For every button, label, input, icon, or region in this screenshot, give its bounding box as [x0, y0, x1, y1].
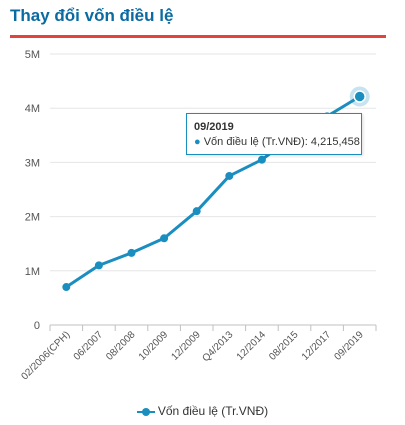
y-tick-label: 2M [25, 212, 40, 224]
x-tick-label: Q4/2013 [201, 329, 236, 364]
data-point [160, 234, 169, 243]
tooltip-series-label: Vốn điều lệ (Tr.VNĐ): [203, 136, 308, 148]
title-divider [10, 35, 386, 38]
tooltip-bullet: ● [194, 136, 201, 148]
tooltip-date: 09/2019 [194, 121, 234, 133]
x-tick-label: 12/2017 [300, 329, 334, 363]
y-tick-label: 4M [25, 103, 40, 115]
x-tick-label: 12/2014 [235, 329, 269, 363]
data-point [127, 248, 136, 257]
x-tick-label: 08/2015 [267, 329, 301, 363]
data-point [257, 155, 266, 164]
data-point [192, 207, 201, 216]
data-point [62, 283, 71, 292]
x-tick-label: 10/2009 [137, 329, 171, 363]
x-tick-label: 09/2019 [332, 329, 366, 363]
chart-legend[interactable]: Vốn điều lệ (Tr.VNĐ) [0, 404, 405, 418]
x-tick-label: 12/2009 [169, 329, 203, 363]
data-point [225, 171, 234, 180]
y-tick-label: 3M [25, 157, 40, 169]
tooltip-value: 4,215,458 [310, 136, 360, 148]
data-tooltip: 09/2019 ● Vốn điều lệ (Tr.VNĐ): 4,215,45… [186, 113, 362, 155]
x-tick-label: 02/2006(CPH) [19, 329, 72, 382]
x-tick-label: 06/2007 [72, 329, 106, 363]
data-point [94, 261, 103, 270]
tooltip-value-line: ● Vốn điều lệ (Tr.VNĐ): 4,215,458 [194, 135, 360, 150]
legend-line-marker-icon [136, 407, 155, 417]
x-tick-label: 08/2008 [104, 329, 138, 363]
page-title: Thay đổi vốn điều lệ [10, 6, 174, 25]
legend-label: Vốn điều lệ (Tr.VNĐ) [157, 404, 269, 418]
y-tick-label: 1M [25, 266, 40, 278]
y-tick-label: 0 [34, 320, 40, 332]
data-point-highlighted [353, 90, 366, 103]
y-tick-label: 5M [25, 49, 40, 61]
